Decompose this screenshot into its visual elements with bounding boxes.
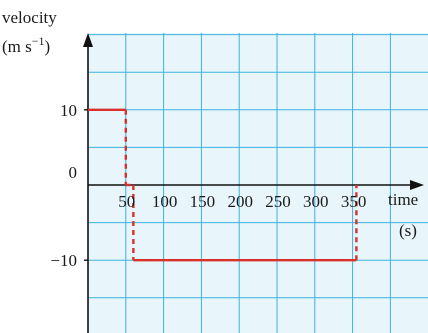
plot-background bbox=[88, 33, 428, 333]
x-tick-label: 100 bbox=[152, 192, 178, 211]
x-tick-label: 150 bbox=[190, 192, 216, 211]
x-tick-label: 200 bbox=[227, 192, 253, 211]
y-axis-title: velocity bbox=[2, 8, 57, 27]
y-tick-label: 0 bbox=[69, 163, 78, 182]
x-tick-label: 300 bbox=[303, 192, 329, 211]
y-tick-label: −10 bbox=[50, 251, 77, 270]
y-tick-label: 10 bbox=[60, 101, 77, 120]
x-tick-label: 250 bbox=[265, 192, 291, 211]
x-tick-label: 350 bbox=[341, 192, 367, 211]
grid bbox=[88, 33, 428, 333]
y-axis-unit-base: (m s bbox=[2, 37, 32, 56]
x-axis-title: time bbox=[388, 190, 418, 209]
x-axis-unit: (s) bbox=[399, 221, 417, 240]
x-tick-label: 50 bbox=[118, 192, 135, 211]
y-axis-unit-close: ) bbox=[45, 37, 51, 56]
y-axis-arrow-icon bbox=[83, 33, 93, 47]
data-series bbox=[88, 108, 358, 262]
x-axis-arrow-icon bbox=[410, 180, 424, 190]
axes bbox=[83, 33, 424, 333]
y-axis-unit: (m s−1) bbox=[2, 34, 50, 56]
y-axis-unit-exponent: −1 bbox=[32, 34, 45, 48]
